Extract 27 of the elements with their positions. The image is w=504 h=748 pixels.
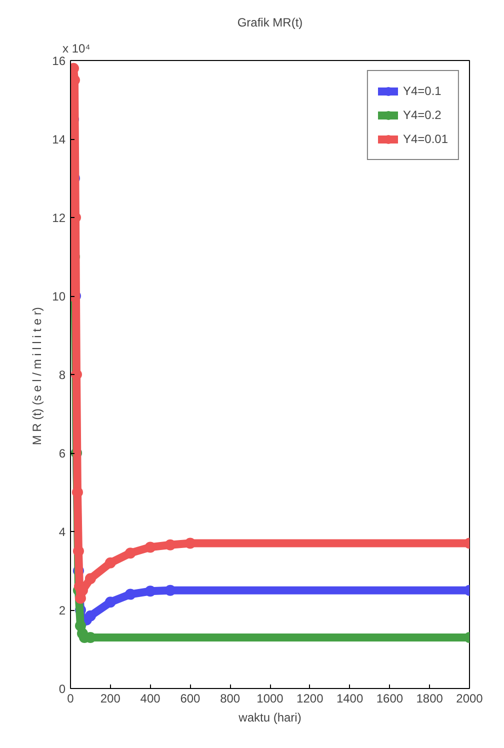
x-tick-label: 400 <box>140 692 161 706</box>
y-tick-label: 12 <box>52 211 66 225</box>
x-tick-label: 1400 <box>336 692 364 706</box>
x-tick-label: 1600 <box>376 692 404 706</box>
x-tick-label: 1000 <box>256 692 284 706</box>
text: x 10⁴ <box>62 42 90 56</box>
legend-label: Y4=0.01 <box>402 132 448 146</box>
x-axis-title: waktu (hari) <box>238 710 302 724</box>
legend-label: Y4=0.2 <box>402 108 442 122</box>
y-axis-title: M R (t) (s e l / m i l l i t e r) <box>30 307 44 446</box>
y-tick-label: 16 <box>52 54 66 68</box>
x-tick-label: 2000 <box>456 692 484 706</box>
y-tick-label: 8 <box>58 368 66 382</box>
x-tick-label: 1800 <box>416 692 444 706</box>
legend-label: Y4=0.1 <box>402 84 442 98</box>
y-tick-label: 0 <box>58 682 66 696</box>
x-tick-label: 600 <box>180 692 201 706</box>
y-tick-label: 2 <box>58 604 66 618</box>
y-tick-label: 4 <box>58 525 66 539</box>
x-tick-label: 800 <box>220 692 240 706</box>
x-tick-label: 0 <box>67 692 74 706</box>
x-tick-label: 1200 <box>296 692 324 706</box>
y-tick-label: 6 <box>58 446 66 460</box>
chart-title: Grafik MR(t) <box>237 16 303 30</box>
x-tick-label: 200 <box>100 692 121 706</box>
y-tick-label: 10 <box>52 290 66 304</box>
y-tick-label: 14 <box>52 132 66 146</box>
